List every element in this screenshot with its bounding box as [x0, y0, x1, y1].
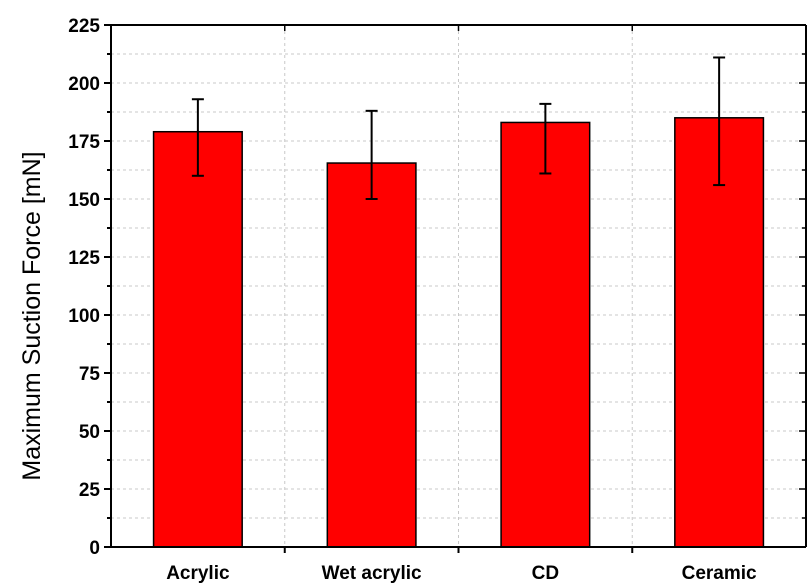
- x-tick-labels: Acrylic Wet acrylic CD Ceramic: [166, 563, 757, 583]
- y-tick-label: 200: [68, 74, 100, 95]
- y-tick-label: 0: [89, 538, 100, 559]
- bars-group: [152, 117, 765, 548]
- y-tick-label: 125: [68, 248, 100, 269]
- bar-acrylic: [152, 130, 243, 548]
- y-tick-label: 175: [68, 132, 100, 153]
- y-tick-label: 100: [68, 306, 100, 327]
- y-tick-label: 75: [79, 364, 101, 385]
- axes-group: [104, 24, 807, 553]
- bar-cd: [500, 121, 591, 548]
- error-bars-group: [191, 56, 726, 200]
- x-tick-label: Wet acrylic: [322, 563, 422, 583]
- y-tick-labels: 0 25 50 75 100 125 150 175 200 225: [68, 16, 100, 559]
- bar-wet-acrylic: [326, 162, 417, 548]
- y-axis-title: Maximum Suction Force [mN]: [18, 151, 46, 480]
- x-tick-label: Acrylic: [166, 563, 230, 583]
- y-tick-label: 150: [68, 190, 100, 211]
- x-tick-label: Ceramic: [682, 563, 757, 583]
- y-tick-label: 50: [79, 422, 100, 443]
- x-tick-label: CD: [532, 563, 559, 583]
- y-tick-label: 225: [68, 16, 100, 37]
- y-tick-label: 25: [79, 480, 101, 501]
